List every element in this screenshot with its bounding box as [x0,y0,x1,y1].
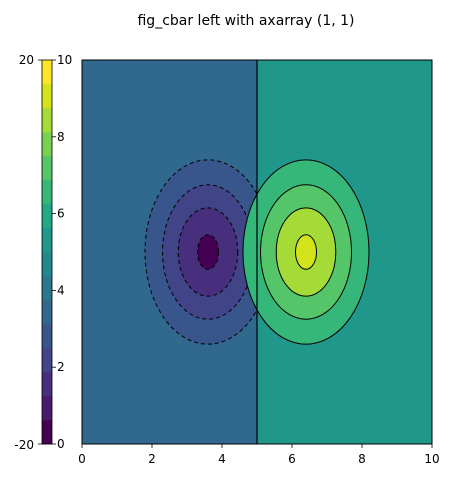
colorbar-segment [42,132,52,157]
colorbar-segment [42,420,52,445]
colorbar-frame [41,59,53,445]
colorbar-segment [42,84,52,109]
positive-lobe [242,159,370,345]
x-tick-label: 0 [78,452,86,466]
x-tick-label: 2 [148,452,156,466]
colorbar-label-bottom: -20 [14,438,34,452]
negative-lobe [144,159,272,345]
x-tick-label: 6 [288,452,296,466]
colorbar: 0 2 4 6 8 10 [38,53,72,451]
colorbar-segment [42,108,52,133]
colorbar-tick-label: 2 [57,360,65,374]
colorbar-tick-label: 10 [57,53,72,67]
chart-title: fig_cbar left with axarray (1, 1) [137,13,354,29]
colorbar-segment [42,348,52,373]
colorbar-segment [42,180,52,205]
colorbar-segment [42,276,52,301]
x-axis: 0 2 4 6 8 10 [78,444,440,466]
contour-plot-area [82,60,432,444]
colorbar-segment [42,60,52,85]
x-tick-label: 10 [424,452,439,466]
colorbar-tick-label: 4 [57,283,65,297]
x-tick-label: 8 [358,452,366,466]
colorbar-segment [42,252,52,277]
colorbar-segment [42,324,52,349]
colorbar-tick-label: 6 [57,207,65,221]
colorbar-segment [42,300,52,325]
colorbar-tick-label: 8 [57,130,65,144]
colorbar-segment [42,156,52,181]
colorbar-segment [42,396,52,421]
x-tick-label: 4 [218,452,226,466]
colorbar-tick-label: 0 [57,437,65,451]
colorbar-segment [42,228,52,253]
colorbar-segment [42,204,52,229]
positive-lobe-contour [295,234,317,270]
plot-frame [81,59,433,445]
negative-lobe-contour [197,234,219,270]
colorbar-label-top: 20 [19,53,34,67]
colorbar-segment [42,372,52,397]
